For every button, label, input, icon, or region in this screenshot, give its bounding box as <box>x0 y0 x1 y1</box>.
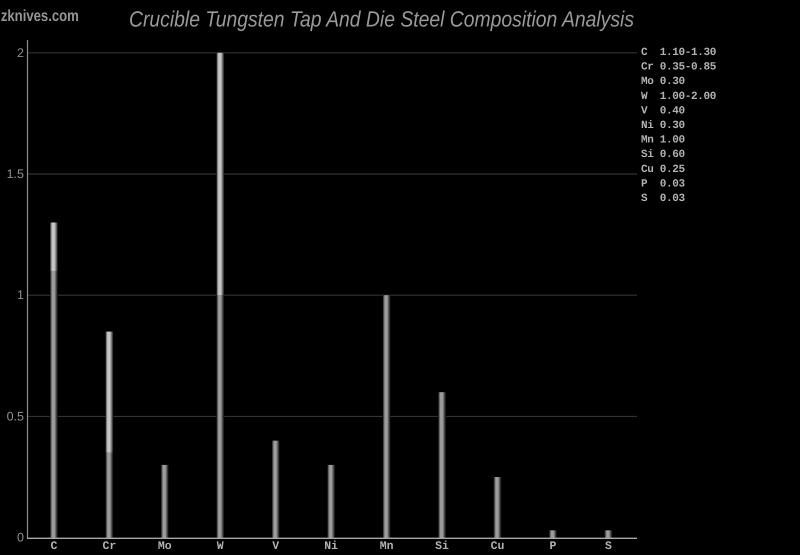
svg-text:0.5: 0.5 <box>7 409 24 423</box>
svg-text:Cu 0.25: Cu 0.25 <box>641 164 686 176</box>
svg-text:V: V <box>272 540 279 553</box>
svg-text:Crucible Tungsten Tap And Die: Crucible Tungsten Tap And Die Steel Comp… <box>129 7 634 32</box>
svg-text:Si: Si <box>435 540 449 553</box>
svg-text:Ni: Ni <box>324 540 338 553</box>
svg-text:P: P <box>549 540 556 553</box>
svg-text:W: W <box>217 540 224 553</box>
svg-text:Si 0.60: Si 0.60 <box>641 149 685 161</box>
svg-text:1: 1 <box>17 288 24 302</box>
svg-text:Cu: Cu <box>491 540 505 553</box>
svg-text:W 1.00-2.00: W 1.00-2.00 <box>641 91 716 103</box>
svg-text:Mo 0.30: Mo 0.30 <box>641 76 685 88</box>
svg-text:Ni 0.30: Ni 0.30 <box>641 120 685 132</box>
svg-text:S: S <box>605 540 612 553</box>
svg-text:Mn 1.00: Mn 1.00 <box>641 135 685 147</box>
svg-text:C: C <box>50 540 57 553</box>
svg-text:Cr 0.35-0.85: Cr 0.35-0.85 <box>641 62 717 74</box>
svg-text:0: 0 <box>17 531 24 545</box>
svg-text:C 1.10-1.30: C 1.10-1.30 <box>641 47 716 59</box>
svg-text:Mn: Mn <box>380 540 394 553</box>
svg-text:Cr: Cr <box>102 540 116 553</box>
svg-text:Mo: Mo <box>158 540 172 553</box>
svg-text:1.5: 1.5 <box>7 167 24 181</box>
svg-text:P 0.03: P 0.03 <box>641 178 686 190</box>
svg-text:zknives.com: zknives.com <box>1 8 79 25</box>
svg-text:S 0.03: S 0.03 <box>641 193 686 205</box>
svg-text:V 0.40: V 0.40 <box>641 105 685 117</box>
svg-text:2: 2 <box>17 46 24 60</box>
